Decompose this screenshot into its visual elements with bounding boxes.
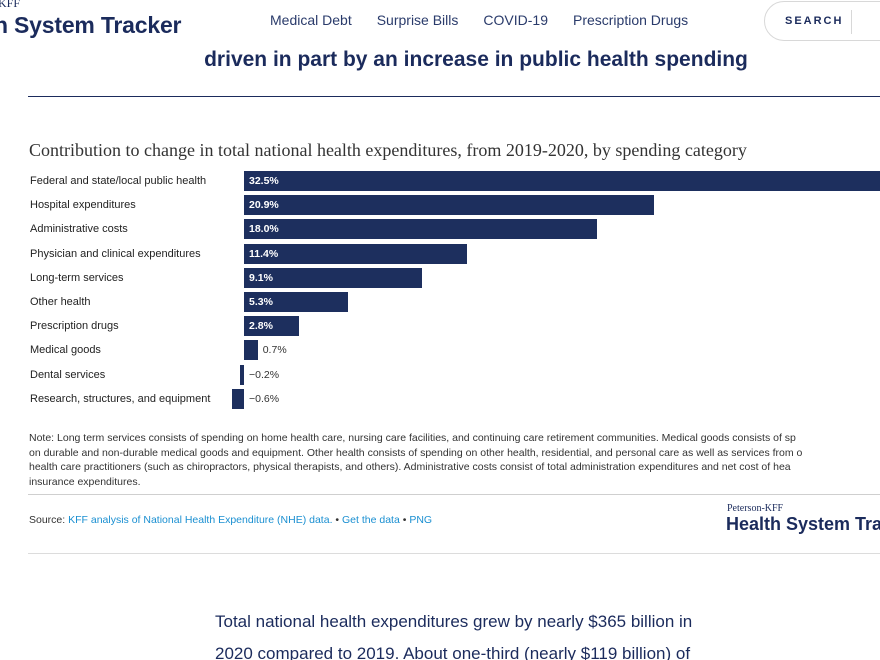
main-nav: Medical Debt Surprise Bills COVID-19 Pre… <box>270 12 688 28</box>
search-label: SEARCH <box>785 15 844 27</box>
get-the-data-link[interactable]: Get the data <box>342 514 400 526</box>
chart-title: Contribution to change in total national… <box>29 140 747 160</box>
category-label: Physician and clinical expenditures <box>30 247 201 260</box>
category-label: Other health <box>30 296 91 308</box>
nav-prescription-drugs[interactable]: Prescription Drugs <box>572 12 689 28</box>
bar[interactable] <box>240 364 244 385</box>
note-line: on durable and non-durable medical goods… <box>29 446 803 459</box>
bar[interactable] <box>244 171 880 191</box>
divider-top <box>28 96 880 97</box>
value-label: 32.5% <box>249 175 279 187</box>
value-label: 9.1% <box>249 271 273 284</box>
source-separator: • <box>332 514 342 526</box>
divider-mid <box>28 494 880 495</box>
value-label: 2.8% <box>249 320 273 333</box>
chart-source: Source: KFF analysis of National Health … <box>29 514 432 526</box>
category-label: Federal and state/local public health <box>30 175 207 187</box>
site-header: KFF h System Tracker Medical Debt Surpri… <box>0 0 880 48</box>
png-link[interactable]: PNG <box>409 514 433 526</box>
note-line: Note: Long term services consists of spe… <box>29 432 796 444</box>
chart-note: Note: Long term services consists of spe… <box>29 431 880 489</box>
category-label: Dental services <box>30 368 106 381</box>
bar[interactable] <box>244 340 258 361</box>
search-button[interactable]: SEARCH <box>764 1 880 41</box>
bar[interactable] <box>244 243 468 264</box>
value-label: 18.0% <box>249 223 279 236</box>
bar[interactable] <box>244 219 597 240</box>
paragraph-line: 2020 compared to 2019. About one-third (… <box>215 644 691 660</box>
nav-medical-debt[interactable]: Medical Debt <box>270 12 352 28</box>
category-label: Hospital expenditures <box>30 199 136 212</box>
category-label: Medical goods <box>30 344 101 357</box>
value-label: 20.9% <box>249 199 279 212</box>
note-line: insurance expenditures. <box>29 475 141 488</box>
nav-covid-19[interactable]: COVID-19 <box>483 12 548 28</box>
footer-logo: Health System Tra <box>726 514 880 534</box>
footer-logo-prefix: Peterson-KFF <box>727 503 784 514</box>
bar[interactable] <box>244 316 299 337</box>
value-label: 11.4% <box>249 247 279 260</box>
category-label: Long-term services <box>30 271 124 284</box>
note-line: health care practitioners (such as chiro… <box>29 461 791 474</box>
category-label: Administrative costs <box>30 223 128 236</box>
source-prefix: Source: <box>29 514 69 526</box>
body-paragraph: Total national health expenditures grew … <box>215 606 835 660</box>
bar[interactable] <box>232 388 244 409</box>
category-label: Prescription drugs <box>30 320 119 333</box>
bar[interactable] <box>244 195 654 216</box>
bar[interactable] <box>244 292 348 312</box>
value-label: 5.3% <box>249 296 273 308</box>
category-label: Research, structures, and equipment <box>30 392 211 405</box>
value-label: −0.6% <box>249 392 280 405</box>
search-divider <box>851 10 852 34</box>
paragraph-line: Total national health expenditures grew … <box>215 612 693 631</box>
bar-chart: Federal and state/local public health 32.… <box>0 168 880 414</box>
value-label: 0.7% <box>262 344 287 357</box>
source-analysis-link[interactable]: KFF analysis of National Health Expendit… <box>68 514 333 526</box>
nav-surprise-bills[interactable]: Surprise Bills <box>376 12 459 28</box>
value-label: −0.2% <box>249 368 280 381</box>
site-logo[interactable]: h System Tracker <box>0 12 182 38</box>
divider-bottom <box>28 553 880 554</box>
bar[interactable] <box>244 267 423 288</box>
logo-prefix: KFF <box>0 0 21 10</box>
chart-headline: driven in part by an increase in public … <box>204 48 748 71</box>
source-separator: • <box>399 514 410 526</box>
